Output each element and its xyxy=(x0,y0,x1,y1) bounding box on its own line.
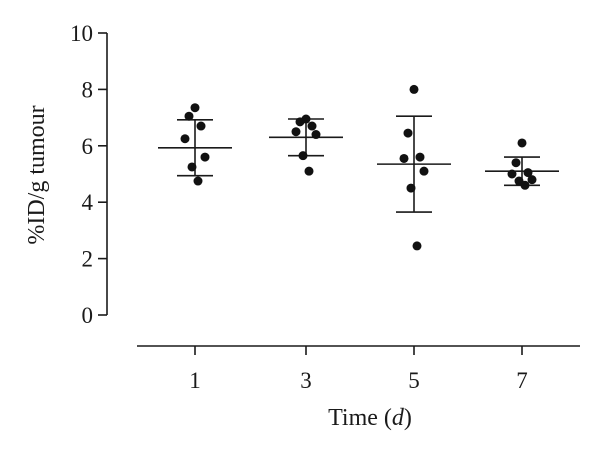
data-point xyxy=(409,84,419,94)
group-3 xyxy=(269,114,343,176)
x-tick-label: 3 xyxy=(300,368,312,393)
data-point xyxy=(406,183,416,193)
data-point xyxy=(415,152,425,162)
x-axis-title-unit: d xyxy=(392,405,405,431)
y-tick-label: 0 xyxy=(82,303,94,328)
data-point xyxy=(193,176,203,186)
x-tick-label: 7 xyxy=(516,368,528,393)
data-point xyxy=(304,166,314,176)
group-1 xyxy=(158,103,232,186)
y-tick-label: 6 xyxy=(82,134,94,159)
data-point xyxy=(190,103,200,113)
y-axis: 0 2 4 6 8 10 xyxy=(70,21,108,328)
data-point xyxy=(403,128,413,138)
data-point xyxy=(527,175,537,185)
data-point xyxy=(399,153,409,163)
data-point xyxy=(523,168,533,178)
y-tick-label: 2 xyxy=(82,247,94,272)
group-5 xyxy=(377,84,451,251)
x-axis-title: Time (d) xyxy=(328,405,412,431)
data-point xyxy=(295,117,305,127)
data-point xyxy=(412,241,422,251)
x-axis-title-text: Time xyxy=(328,405,378,431)
data-point xyxy=(507,169,517,179)
data-point xyxy=(200,152,210,162)
y-tick-label: 8 xyxy=(82,77,94,102)
data-point xyxy=(180,134,190,144)
x-tick-label: 5 xyxy=(408,368,420,393)
data-point xyxy=(196,121,206,131)
x-axis: 1 3 5 7 xyxy=(137,345,580,393)
data-point xyxy=(298,151,308,161)
x-tick-label: 1 xyxy=(189,368,201,393)
data-point xyxy=(187,162,197,172)
group-7 xyxy=(485,138,559,190)
data-point xyxy=(184,111,194,121)
y-axis-title: %ID/g tumour xyxy=(24,105,50,244)
data-point xyxy=(307,121,317,131)
data-point xyxy=(520,180,530,190)
data-groups xyxy=(158,84,559,251)
data-point xyxy=(517,138,527,148)
data-point xyxy=(419,166,429,176)
y-tick-label: 10 xyxy=(70,21,93,46)
data-point xyxy=(311,130,321,140)
data-point xyxy=(511,158,521,168)
data-point xyxy=(291,127,301,137)
y-tick-label: 4 xyxy=(82,190,94,215)
